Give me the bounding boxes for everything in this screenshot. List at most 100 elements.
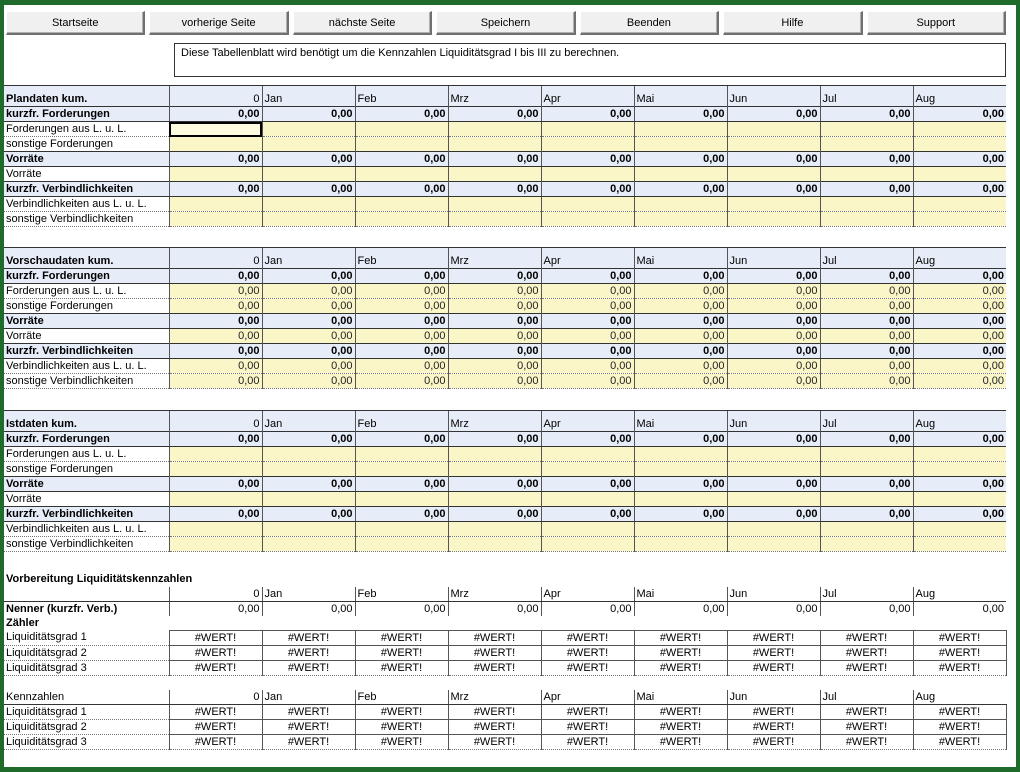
input-cell[interactable] bbox=[540, 166, 634, 182]
input-cell[interactable] bbox=[261, 211, 355, 227]
input-cell[interactable]: 0,00 bbox=[912, 373, 1006, 389]
error-value-cell[interactable]: #WERT! bbox=[819, 629, 914, 646]
input-cell[interactable] bbox=[912, 196, 1006, 212]
input-cell[interactable] bbox=[633, 211, 727, 227]
error-value-cell[interactable]: #WERT! bbox=[261, 629, 356, 646]
error-value-cell[interactable]: #WERT! bbox=[354, 734, 449, 750]
input-cell[interactable]: 0,00 bbox=[168, 373, 262, 389]
input-cell[interactable] bbox=[633, 521, 727, 537]
home-button[interactable]: Startseite bbox=[6, 11, 146, 35]
input-cell[interactable] bbox=[540, 536, 634, 552]
input-cell[interactable]: 0,00 bbox=[726, 328, 820, 344]
input-cell[interactable] bbox=[540, 446, 634, 462]
error-value-cell[interactable]: #WERT! bbox=[447, 659, 542, 676]
input-cell[interactable] bbox=[819, 536, 913, 552]
error-value-cell[interactable]: #WERT! bbox=[633, 704, 728, 720]
input-cell[interactable]: 0,00 bbox=[819, 298, 913, 314]
error-value-cell[interactable]: #WERT! bbox=[633, 629, 728, 646]
input-cell[interactable]: 0,00 bbox=[168, 328, 262, 344]
input-cell[interactable] bbox=[819, 521, 913, 537]
input-cell[interactable]: 0,00 bbox=[168, 358, 262, 374]
input-cell[interactable] bbox=[912, 166, 1006, 182]
error-value-cell[interactable]: #WERT! bbox=[540, 719, 635, 735]
input-cell[interactable] bbox=[540, 491, 634, 507]
error-value-cell[interactable]: #WERT! bbox=[726, 644, 821, 661]
input-cell[interactable] bbox=[726, 536, 820, 552]
input-cell[interactable]: 0,00 bbox=[261, 328, 355, 344]
error-value-cell[interactable]: #WERT! bbox=[168, 719, 263, 735]
error-value-cell[interactable]: #WERT! bbox=[819, 659, 914, 676]
selected-cell[interactable] bbox=[168, 121, 262, 137]
error-value-cell[interactable]: #WERT! bbox=[633, 644, 728, 661]
input-cell[interactable]: 0,00 bbox=[912, 298, 1006, 314]
input-cell[interactable] bbox=[633, 536, 727, 552]
input-cell[interactable]: 0,00 bbox=[912, 328, 1006, 344]
input-cell[interactable] bbox=[261, 196, 355, 212]
error-value-cell[interactable]: #WERT! bbox=[633, 719, 728, 735]
input-cell[interactable] bbox=[168, 446, 262, 462]
input-cell[interactable]: 0,00 bbox=[633, 373, 727, 389]
error-value-cell[interactable]: #WERT! bbox=[726, 734, 821, 750]
save-button[interactable]: Speichern bbox=[436, 11, 576, 35]
exit-button[interactable]: Beenden bbox=[579, 11, 720, 35]
input-cell[interactable]: 0,00 bbox=[354, 373, 448, 389]
input-cell[interactable]: 0,00 bbox=[540, 283, 634, 299]
input-cell[interactable] bbox=[354, 446, 448, 462]
input-cell[interactable] bbox=[633, 461, 727, 477]
input-cell[interactable]: 0,00 bbox=[726, 358, 820, 374]
input-cell[interactable] bbox=[819, 491, 913, 507]
input-cell[interactable] bbox=[819, 211, 913, 227]
error-value-cell[interactable]: #WERT! bbox=[726, 629, 821, 646]
error-value-cell[interactable]: #WERT! bbox=[912, 659, 1007, 676]
input-cell[interactable] bbox=[354, 121, 448, 137]
input-cell[interactable] bbox=[447, 461, 541, 477]
input-cell[interactable] bbox=[633, 446, 727, 462]
previous-page-button[interactable]: vorherige Seite bbox=[149, 11, 289, 35]
input-cell[interactable] bbox=[447, 446, 541, 462]
input-cell[interactable] bbox=[447, 196, 541, 212]
input-cell[interactable] bbox=[726, 136, 820, 152]
input-cell[interactable] bbox=[912, 491, 1006, 507]
input-cell[interactable] bbox=[354, 521, 448, 537]
input-cell[interactable]: 0,00 bbox=[540, 328, 634, 344]
input-cell[interactable] bbox=[168, 136, 262, 152]
error-value-cell[interactable]: #WERT! bbox=[261, 704, 356, 720]
error-value-cell[interactable]: #WERT! bbox=[912, 629, 1007, 646]
input-cell[interactable] bbox=[540, 521, 634, 537]
input-cell[interactable] bbox=[447, 211, 541, 227]
input-cell[interactable] bbox=[354, 491, 448, 507]
input-cell[interactable] bbox=[726, 166, 820, 182]
input-cell[interactable] bbox=[726, 211, 820, 227]
error-value-cell[interactable]: #WERT! bbox=[261, 719, 356, 735]
error-value-cell[interactable]: #WERT! bbox=[168, 704, 263, 720]
input-cell[interactable] bbox=[912, 136, 1006, 152]
input-cell[interactable] bbox=[354, 536, 448, 552]
input-cell[interactable] bbox=[726, 446, 820, 462]
input-cell[interactable] bbox=[261, 521, 355, 537]
input-cell[interactable] bbox=[633, 136, 727, 152]
input-cell[interactable] bbox=[912, 521, 1006, 537]
input-cell[interactable] bbox=[819, 461, 913, 477]
input-cell[interactable]: 0,00 bbox=[819, 373, 913, 389]
input-cell[interactable]: 0,00 bbox=[726, 283, 820, 299]
error-value-cell[interactable]: #WERT! bbox=[168, 644, 263, 661]
input-cell[interactable] bbox=[540, 121, 634, 137]
error-value-cell[interactable]: #WERT! bbox=[354, 659, 449, 676]
input-cell[interactable]: 0,00 bbox=[168, 283, 262, 299]
input-cell[interactable] bbox=[726, 196, 820, 212]
error-value-cell[interactable]: #WERT! bbox=[726, 704, 821, 720]
input-cell[interactable]: 0,00 bbox=[447, 283, 541, 299]
input-cell[interactable] bbox=[168, 461, 262, 477]
input-cell[interactable] bbox=[168, 536, 262, 552]
input-cell[interactable]: 0,00 bbox=[261, 358, 355, 374]
input-cell[interactable] bbox=[354, 461, 448, 477]
error-value-cell[interactable]: #WERT! bbox=[168, 659, 263, 676]
error-value-cell[interactable]: #WERT! bbox=[633, 734, 728, 750]
input-cell[interactable]: 0,00 bbox=[540, 298, 634, 314]
input-cell[interactable] bbox=[726, 521, 820, 537]
error-value-cell[interactable]: #WERT! bbox=[912, 704, 1007, 720]
input-cell[interactable] bbox=[726, 491, 820, 507]
input-cell[interactable] bbox=[726, 121, 820, 137]
error-value-cell[interactable]: #WERT! bbox=[354, 719, 449, 735]
error-value-cell[interactable]: #WERT! bbox=[261, 644, 356, 661]
